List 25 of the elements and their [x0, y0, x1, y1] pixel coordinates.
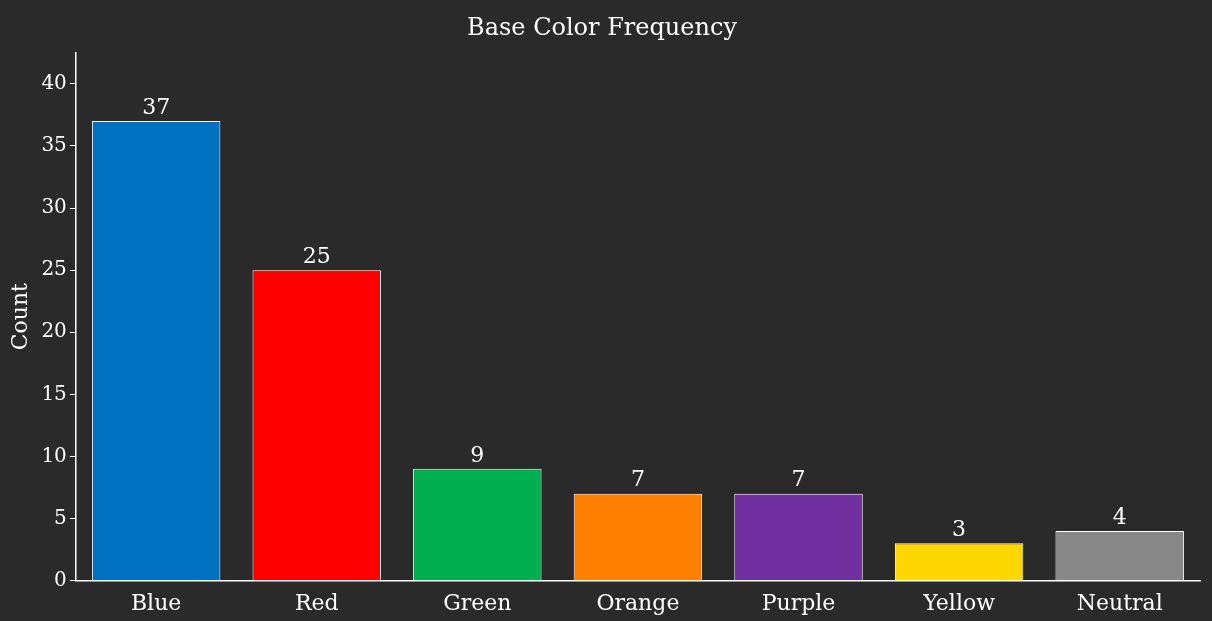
y-tick-label: 0 [54, 566, 67, 591]
data-label: 4 [1112, 503, 1127, 529]
data-label: 3 [952, 516, 967, 542]
data-label: 9 [470, 441, 485, 467]
y-tick-label: 5 [54, 504, 67, 529]
chart-title: Base Color Frequency [467, 12, 738, 41]
x-tick-label: Orange [596, 589, 680, 615]
y-tick-label: 30 [41, 194, 67, 219]
y-tick-label: 40 [41, 70, 67, 95]
y-tick-label: 10 [41, 442, 67, 467]
y-tick-label: 15 [41, 380, 67, 405]
data-label: 7 [791, 466, 806, 492]
data-label: 37 [142, 93, 171, 119]
x-tick-label: Purple [761, 589, 836, 615]
data-label: 25 [302, 242, 331, 268]
x-tick-label: Neutral [1076, 589, 1163, 615]
x-tick-label: Yellow [922, 589, 996, 615]
x-tick-label: Blue [130, 589, 182, 615]
y-tick-label: 35 [41, 132, 67, 157]
x-tick-label: Red [294, 589, 339, 615]
y-tick-label: 20 [41, 318, 67, 343]
y-tick-label: 25 [41, 256, 67, 281]
y-axis-title: Count [6, 282, 32, 351]
data-label: 7 [630, 466, 645, 492]
x-tick-label: Green [443, 589, 512, 615]
